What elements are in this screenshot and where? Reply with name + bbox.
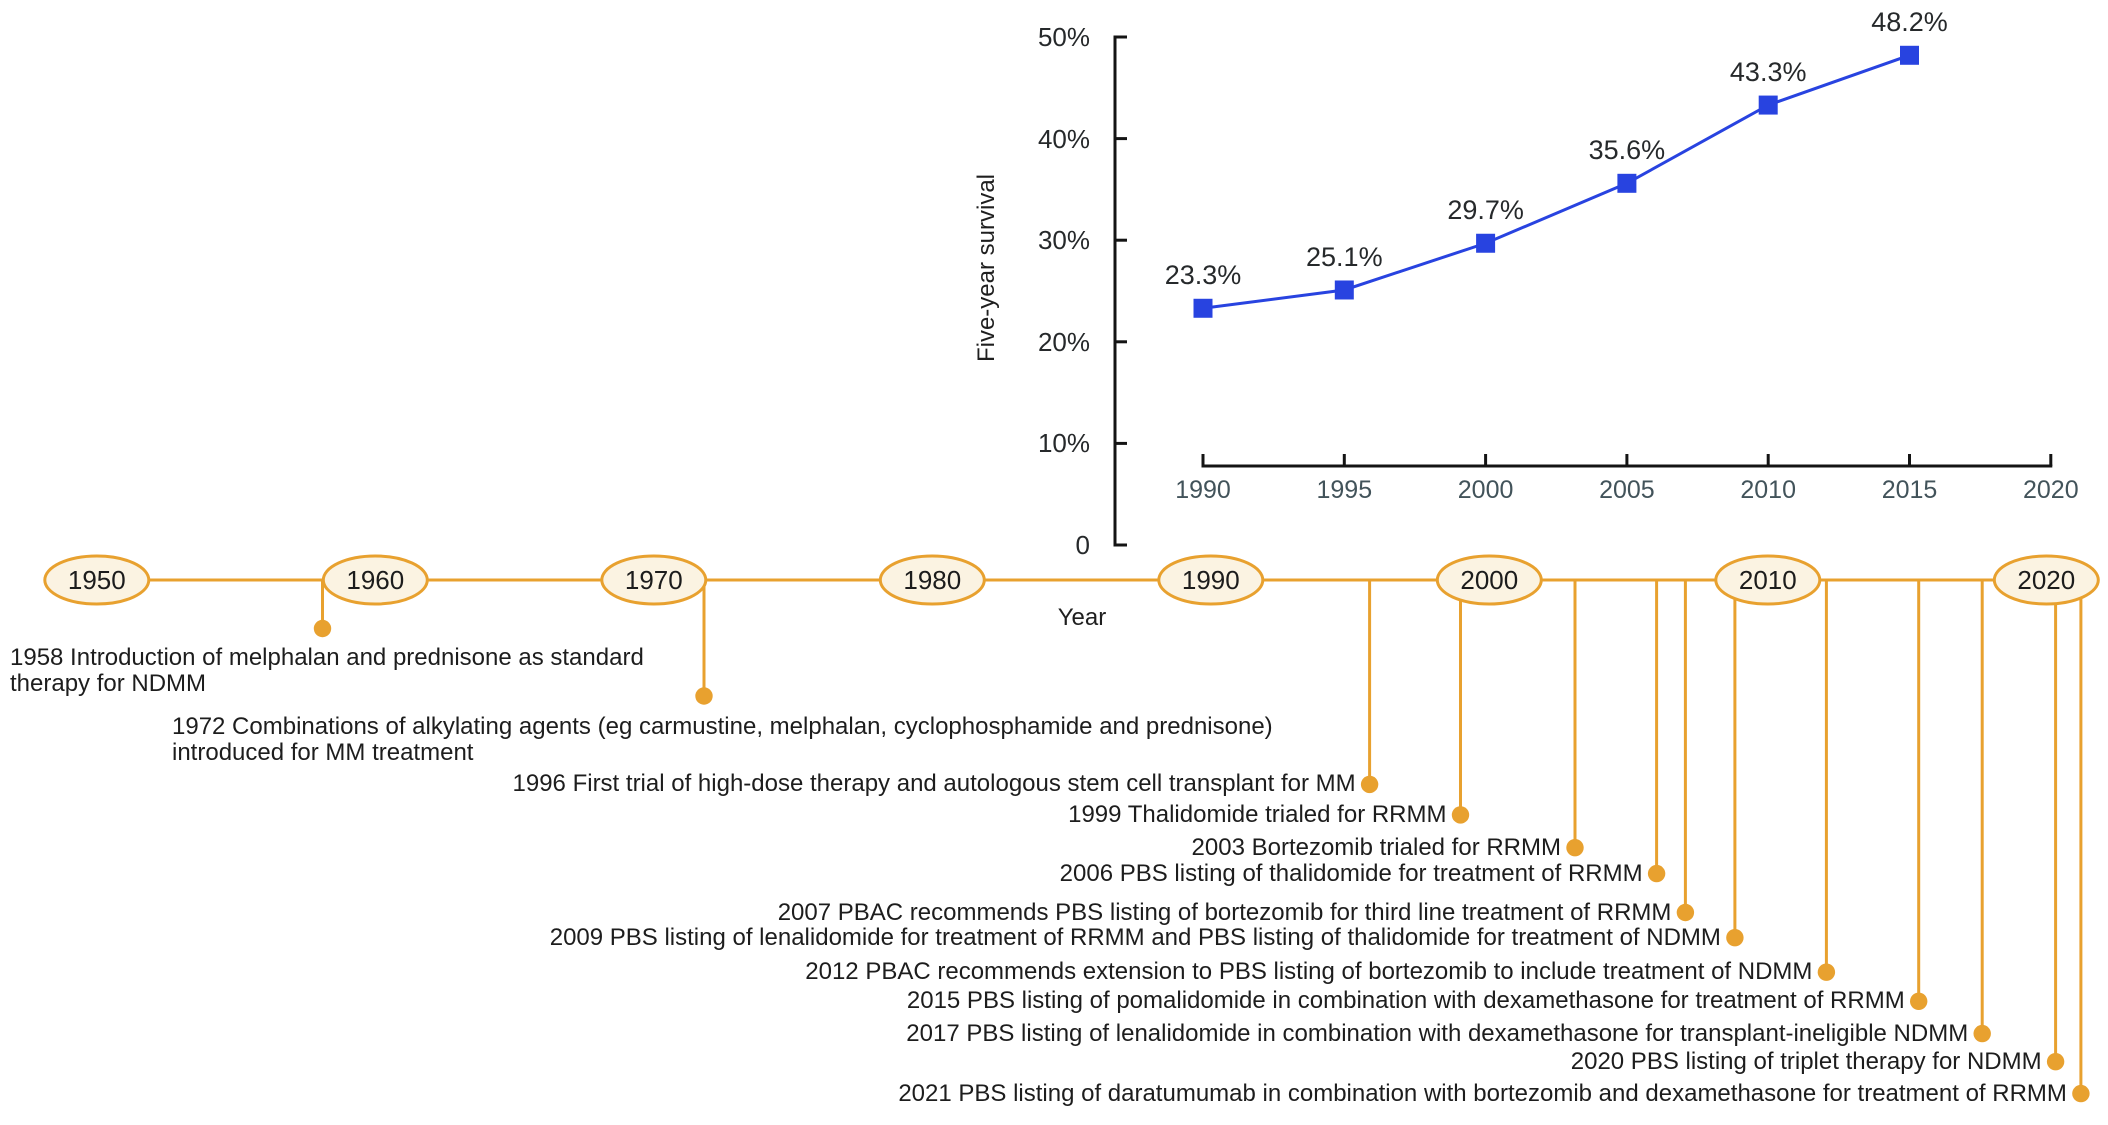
x-tick-label: 2000 xyxy=(1457,476,1514,504)
decade-label: 1970 xyxy=(624,565,683,595)
survival-point-label: 25.1% xyxy=(1306,241,1383,272)
decade-label: 1960 xyxy=(346,565,405,595)
x-tick-label: 1995 xyxy=(1316,476,1373,504)
decade-label: 2000 xyxy=(1460,565,1519,595)
timeline-event-text: 2015 PBS listing of pomalidomide in comb… xyxy=(907,988,1905,1014)
event-dot xyxy=(2072,1084,2090,1103)
timeline-event-text: 1958 Introduction of melphalan and predn… xyxy=(10,645,644,697)
x-tick-label: 1990 xyxy=(1175,476,1231,504)
decade-label: 2020 xyxy=(2017,565,2076,595)
survival-point-label: 29.7% xyxy=(1447,195,1524,226)
event-dot xyxy=(1726,929,1744,947)
survival-point-marker xyxy=(1617,173,1637,193)
survival-point-marker xyxy=(1476,233,1496,253)
decade-oval xyxy=(43,554,151,606)
y-tick-label: 10% xyxy=(1037,428,1090,459)
decade-label: 1990 xyxy=(1181,565,1240,595)
timeline-event-line: introduced for MM treatment xyxy=(172,739,474,766)
timeline-event-text: 2007 PBAC recommends PBS listing of bort… xyxy=(777,898,1672,926)
decade-oval xyxy=(1157,554,1265,606)
timeline-event-line: 2012 PBAC recommends extension to PBS li… xyxy=(805,958,1813,986)
decade-oval xyxy=(321,554,429,606)
survival-point-label: 23.3% xyxy=(1164,260,1242,291)
timeline-event-line: 2015 PBS listing of pomalidomide in comb… xyxy=(906,987,1905,1015)
event-dot xyxy=(1451,806,1470,824)
timeline-event-line: 1972 Combinations of alkylating agents (… xyxy=(172,713,1273,740)
decade-label: 1980 xyxy=(903,565,962,595)
timeline-event-line: 2020 PBS listing of triplet therapy for … xyxy=(1570,1047,2042,1075)
decade-oval xyxy=(1992,554,2100,606)
event-dot xyxy=(2046,1053,2065,1071)
x-tick-label: 2015 xyxy=(1881,476,1938,504)
y-axis-title: Five-year survival xyxy=(973,173,1000,363)
timeline-event-line: 2006 PBS listing of thalidomide for trea… xyxy=(1059,859,1643,887)
timeline-event-line: 1958 Introduction of melphalan and predn… xyxy=(10,644,644,671)
event-dot xyxy=(1566,839,1584,857)
event-dot xyxy=(1360,775,1379,794)
timeline-event-text: 2003 Bortezomib trialed for RRMM xyxy=(1191,833,1561,861)
decade-oval xyxy=(1435,554,1543,606)
timeline-event-text: 1996 First trial of high-dose therapy an… xyxy=(513,771,1356,797)
decade-oval xyxy=(600,554,708,606)
survival-point-label: 43.3% xyxy=(1729,57,1807,88)
timeline-event-text: 2012 PBAC recommends extension to PBS li… xyxy=(805,959,1812,985)
timeline-event-line: 2003 Bortezomib trialed for RRMM xyxy=(1191,833,1561,861)
timeline-event-line: 2021 PBS listing of daratumumab in combi… xyxy=(898,1079,2067,1107)
event-dot xyxy=(1676,903,1695,922)
timeline-event-text: 2020 PBS listing of triplet therapy for … xyxy=(1570,1047,2042,1075)
decade-oval xyxy=(878,554,986,606)
y-tick-label: 20% xyxy=(1037,326,1090,357)
timeline-event-line: 2017 PBS listing of lenalidomide in comb… xyxy=(906,1019,1969,1047)
timeline-event-text: 2009 PBS listing of lenalidomide for tre… xyxy=(549,923,1721,951)
timeline-event-text: 2021 PBS listing of daratumumab in combi… xyxy=(898,1079,2067,1107)
survival-point-marker xyxy=(1900,45,1919,65)
survival-point-marker xyxy=(1758,95,1778,115)
y-tick-label: 40% xyxy=(1037,123,1090,154)
timeline-event-text: 1999 Thalidomide trialed for RRMM xyxy=(1068,800,1447,828)
event-dot xyxy=(695,687,713,705)
timeline-event-line: 1999 Thalidomide trialed for RRMM xyxy=(1068,800,1447,828)
survival-series-line xyxy=(1202,53,1910,310)
event-dot xyxy=(1973,1024,1991,1043)
decade-label: 2010 xyxy=(1738,565,1797,595)
timeline-event-text: 2017 PBS listing of lenalidomide in comb… xyxy=(906,1019,1969,1047)
x-tick-label: 2005 xyxy=(1599,476,1655,504)
survival-point-marker xyxy=(1334,280,1354,300)
timeline-event-line: 2009 PBS listing of lenalidomide for tre… xyxy=(549,923,1721,951)
event-dot xyxy=(313,619,332,638)
timeline-event-line: 2007 PBAC recommends PBS listing of bort… xyxy=(777,898,1672,926)
timeline-event-line: therapy for NDMM xyxy=(10,670,207,697)
decade-oval xyxy=(1714,554,1822,606)
x-tick-label: 2020 xyxy=(2022,476,2079,504)
y-tick-label: 30% xyxy=(1037,225,1090,256)
y-tick-label: 0 xyxy=(1075,530,1090,560)
survival-point-label: 48.2% xyxy=(1871,7,1948,38)
decade-label: 1950 xyxy=(67,565,126,595)
timeline-event-text: 2006 PBS listing of thalidomide for trea… xyxy=(1059,859,1643,887)
event-dot xyxy=(1647,864,1666,883)
timeline-event-line: 1996 First trial of high-dose therapy an… xyxy=(512,770,1356,798)
event-dot xyxy=(1910,992,1928,1010)
timeline-event-text: 1972 Combinations of alkylating agents (… xyxy=(172,714,1273,766)
survival-point-label: 35.6% xyxy=(1588,135,1666,166)
survival-point-marker xyxy=(1193,298,1213,318)
y-tick-label: 50% xyxy=(1037,22,1090,52)
event-dot xyxy=(1817,963,1836,981)
x-tick-label: 2010 xyxy=(1740,476,1796,504)
timeline-axis-title: Year xyxy=(1057,604,1107,631)
